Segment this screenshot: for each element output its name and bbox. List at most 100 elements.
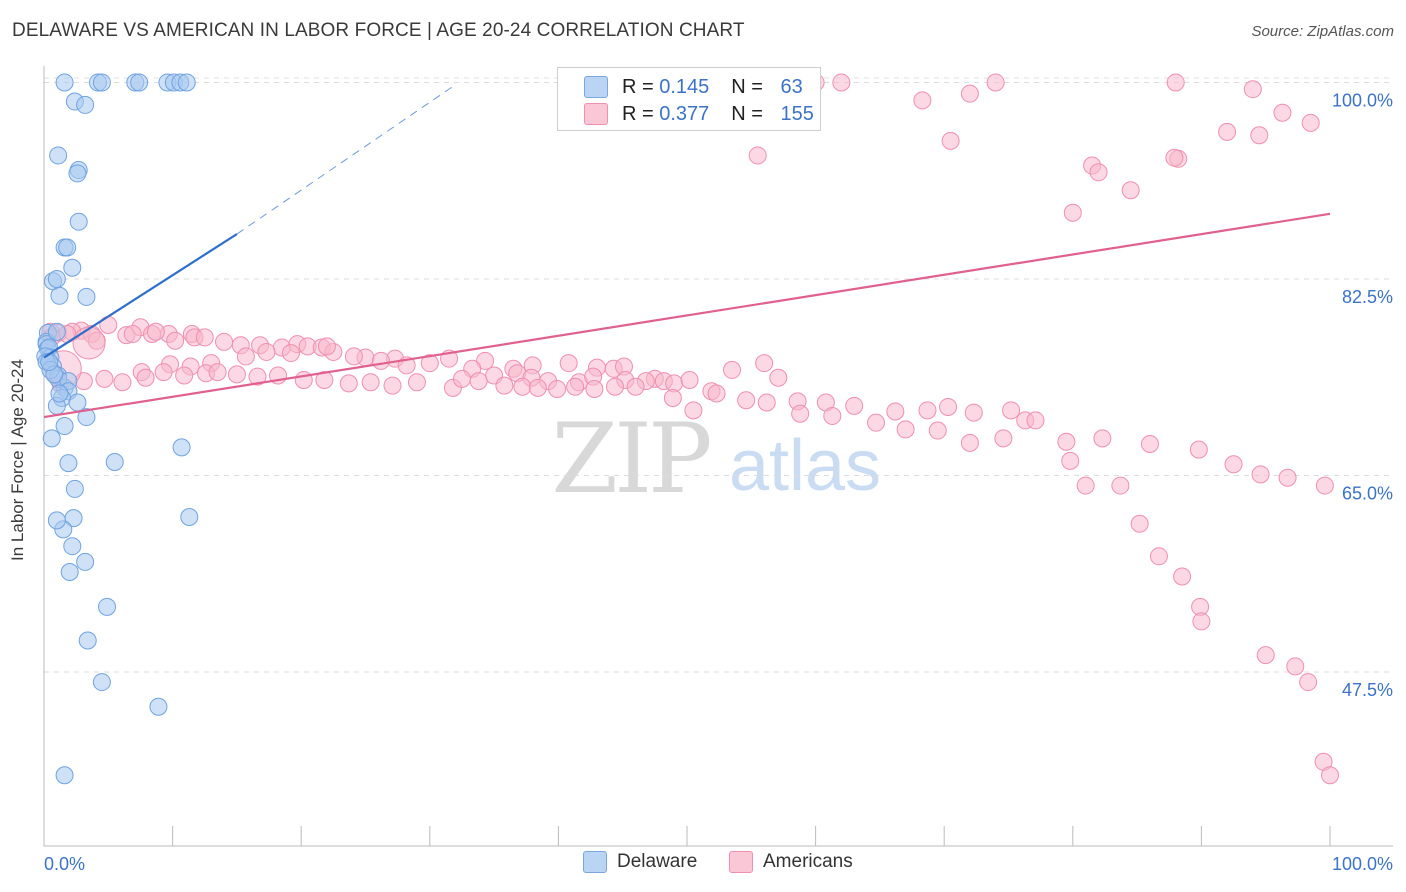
data-point-americans <box>1121 181 1140 200</box>
data-point-americans <box>867 413 886 432</box>
data-point-americans <box>1149 547 1168 566</box>
data-point-americans <box>832 73 851 92</box>
data-point-americans <box>791 404 810 423</box>
legend-n-value: 63 <box>780 75 803 98</box>
data-point-delaware <box>92 673 111 692</box>
data-point-delaware <box>55 766 74 785</box>
data-point-delaware <box>98 597 117 616</box>
watermark-atlas: atlas <box>729 426 881 506</box>
data-point-delaware <box>47 269 66 288</box>
data-point-americans <box>1218 122 1237 141</box>
data-point-americans <box>315 371 334 390</box>
data-point-americans <box>1301 113 1320 132</box>
data-point-americans <box>1089 163 1108 182</box>
data-point-americans <box>707 384 726 403</box>
grid-lines <box>44 77 1393 673</box>
chart-title: DELAWARE VS AMERICAN IN LABOR FORCE | AG… <box>12 20 745 41</box>
bottom-legend-swatch-delaware <box>583 851 607 873</box>
data-point-delaware <box>60 563 79 582</box>
data-point-americans <box>528 378 547 397</box>
data-point-americans <box>769 368 788 387</box>
data-point-americans <box>1093 429 1112 448</box>
x-tick-label-left: 0.0% <box>44 854 85 874</box>
data-point-americans <box>1173 567 1192 586</box>
axes <box>43 66 1393 847</box>
legend-r-label: R = <box>622 75 660 98</box>
data-point-americans <box>1273 103 1292 122</box>
data-point-americans <box>680 371 699 390</box>
data-point-delaware <box>47 322 66 341</box>
data-point-americans <box>964 403 983 422</box>
legend-n-label: N = <box>731 75 769 98</box>
data-point-americans <box>281 344 300 363</box>
bottom-legend-label-delaware: Delaware <box>617 851 698 872</box>
trend-lines <box>43 84 1331 419</box>
trend-line-delaware <box>43 233 238 359</box>
trend-line-americans <box>43 212 1331 419</box>
data-point-americans <box>1224 455 1243 474</box>
data-point-delaware <box>180 508 199 527</box>
x-tick-label-right: 100.0% <box>1332 854 1393 874</box>
y-tick-label: 82.5% <box>1342 287 1393 307</box>
bottom-legend-swatch-americans <box>729 851 753 873</box>
data-point-americans <box>1251 465 1270 484</box>
data-point-delaware <box>92 73 111 92</box>
data-point-americans <box>113 373 132 392</box>
bottom-legend-americans[interactable]: Americans <box>729 851 853 873</box>
data-point-delaware <box>55 73 74 92</box>
data-point-americans <box>317 337 336 356</box>
data-point-americans <box>823 406 842 425</box>
data-point-delaware <box>55 417 74 436</box>
data-point-americans <box>548 379 567 398</box>
data-point-delaware <box>50 384 69 403</box>
data-point-americans <box>960 84 979 103</box>
data-point-delaware <box>69 212 88 231</box>
data-point-americans <box>146 322 165 341</box>
bottom-legend-label-americans: Americans <box>763 851 853 872</box>
data-point-americans <box>227 365 246 384</box>
data-point-americans <box>845 396 864 415</box>
data-point-americans <box>928 421 947 440</box>
data-point-americans <box>986 73 1005 92</box>
data-point-delaware <box>40 353 59 372</box>
legend-row-americans: R = 0.377 N = 155 <box>558 100 814 128</box>
legend-n-value: 155 <box>780 102 814 125</box>
data-point-americans <box>1166 73 1185 92</box>
data-point-americans <box>755 354 774 373</box>
data-point-americans <box>1057 432 1076 451</box>
data-point-delaware <box>77 408 96 427</box>
data-point-americans <box>495 376 514 395</box>
data-point-americans <box>175 366 194 385</box>
data-point-delaware <box>130 73 149 92</box>
bottom-legend-delaware[interactable]: Delaware <box>583 851 697 873</box>
data-point-americans <box>626 377 645 396</box>
data-point-americans <box>371 351 390 370</box>
data-point-delaware <box>65 479 84 498</box>
series-delaware <box>36 73 199 785</box>
data-point-americans <box>257 342 276 361</box>
data-point-americans <box>1063 203 1082 222</box>
data-point-americans <box>215 332 234 351</box>
data-point-americans <box>994 429 1013 448</box>
data-point-americans <box>757 393 776 412</box>
data-point-americans <box>1189 440 1208 459</box>
legend-swatch-delaware <box>584 76 608 98</box>
data-point-americans <box>154 363 173 382</box>
legend-r-label: R = <box>622 102 660 125</box>
data-point-americans <box>684 401 703 420</box>
data-point-americans <box>913 91 932 110</box>
data-point-americans <box>1076 476 1095 495</box>
data-point-delaware <box>42 429 61 448</box>
watermark-zip: ZIP <box>551 403 710 515</box>
data-point-delaware <box>177 73 196 92</box>
data-point-delaware <box>59 454 78 473</box>
data-point-americans <box>939 397 958 416</box>
data-point-americans <box>1278 468 1297 487</box>
data-point-delaware <box>50 286 69 305</box>
data-point-americans <box>1140 435 1159 454</box>
legend-swatch-americans <box>584 103 608 125</box>
data-point-americans <box>208 363 227 382</box>
data-point-americans <box>918 401 937 420</box>
data-point-americans <box>1315 476 1334 495</box>
